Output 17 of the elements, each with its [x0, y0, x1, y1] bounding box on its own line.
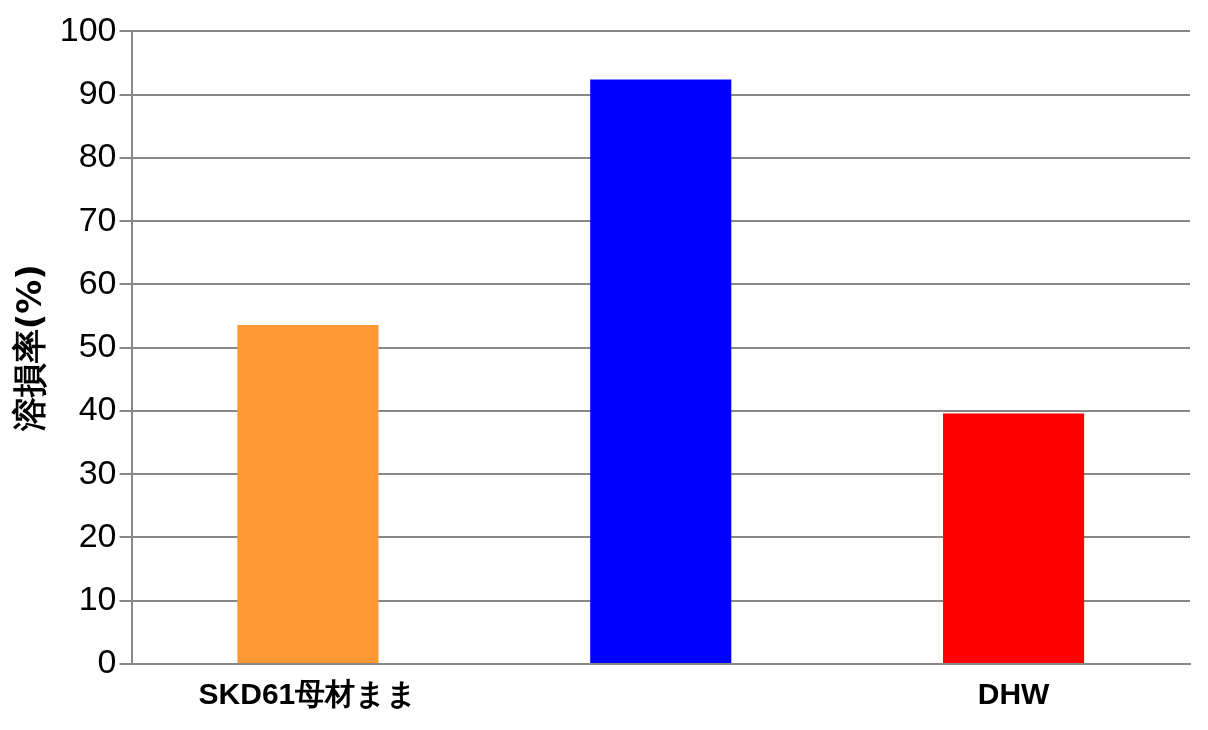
- y-tick-label: 50: [78, 326, 117, 365]
- y-tick-label: 70: [78, 199, 117, 238]
- x-tick-label: DHW: [977, 677, 1051, 711]
- y-tick-label: 40: [78, 389, 117, 428]
- y-tick-label: 10: [78, 579, 117, 618]
- y-axis-title: 溶損率(%): [9, 264, 50, 433]
- y-tick-label: 90: [78, 73, 117, 112]
- y-tick-label: 30: [78, 452, 117, 491]
- bar: [943, 413, 1085, 663]
- y-tick-label: 0: [97, 642, 117, 681]
- y-tick-label: 20: [78, 515, 117, 554]
- y-tick-label: 60: [78, 262, 117, 301]
- x-tick-label: SKD61母材まま: [198, 677, 418, 711]
- y-tick-label: 80: [78, 136, 117, 175]
- bar: [237, 324, 379, 663]
- bar: [590, 79, 732, 663]
- y-tick-label: 100: [59, 9, 117, 48]
